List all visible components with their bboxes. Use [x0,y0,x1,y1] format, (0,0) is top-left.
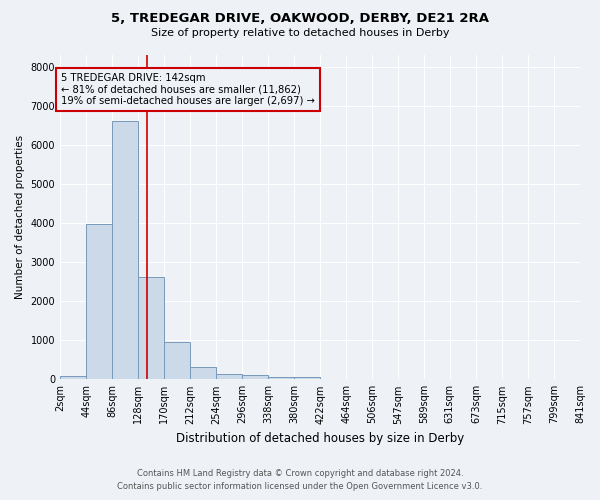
Bar [60,376,86,380]
Bar [216,374,242,380]
Y-axis label: Number of detached properties: Number of detached properties [15,135,25,299]
Text: Contains HM Land Registry data © Crown copyright and database right 2024.
Contai: Contains HM Land Registry data © Crown c… [118,470,482,491]
Text: Size of property relative to detached houses in Derby: Size of property relative to detached ho… [151,28,449,38]
Bar [164,342,190,380]
Bar [242,375,268,380]
Bar [138,277,164,380]
Bar [112,122,138,380]
Text: 5 TREDEGAR DRIVE: 142sqm
← 81% of detached houses are smaller (11,862)
19% of se: 5 TREDEGAR DRIVE: 142sqm ← 81% of detach… [61,72,315,106]
Bar [295,378,320,380]
X-axis label: Distribution of detached houses by size in Derby: Distribution of detached houses by size … [176,432,464,445]
Bar [86,224,112,380]
Bar [190,367,216,380]
Bar [268,377,295,380]
Text: 5, TREDEGAR DRIVE, OAKWOOD, DERBY, DE21 2RA: 5, TREDEGAR DRIVE, OAKWOOD, DERBY, DE21 … [111,12,489,26]
